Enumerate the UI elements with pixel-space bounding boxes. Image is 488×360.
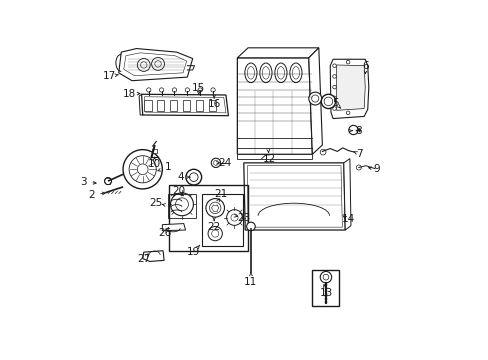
Circle shape bbox=[151, 58, 164, 70]
Text: 7: 7 bbox=[355, 149, 362, 159]
Circle shape bbox=[185, 169, 201, 185]
Text: 18: 18 bbox=[122, 89, 136, 99]
Circle shape bbox=[137, 59, 150, 71]
Bar bbox=[144, 100, 151, 111]
Text: 12: 12 bbox=[263, 154, 276, 163]
Circle shape bbox=[172, 88, 176, 92]
Polygon shape bbox=[244, 163, 345, 230]
Bar bbox=[168, 194, 195, 218]
Text: 23: 23 bbox=[237, 212, 250, 222]
Bar bbox=[169, 185, 247, 251]
Circle shape bbox=[332, 85, 336, 89]
Circle shape bbox=[159, 88, 163, 92]
Text: 14: 14 bbox=[341, 214, 354, 224]
Text: 22: 22 bbox=[207, 222, 220, 232]
Text: 11: 11 bbox=[244, 277, 257, 287]
Bar bbox=[196, 100, 203, 111]
Circle shape bbox=[346, 60, 349, 64]
Text: 13: 13 bbox=[319, 288, 332, 297]
Bar bbox=[170, 100, 177, 111]
Ellipse shape bbox=[244, 63, 257, 83]
Circle shape bbox=[210, 88, 215, 92]
Circle shape bbox=[332, 64, 336, 67]
Circle shape bbox=[137, 164, 148, 175]
Circle shape bbox=[123, 150, 162, 189]
Polygon shape bbox=[142, 251, 164, 261]
Circle shape bbox=[211, 158, 220, 167]
Bar bbox=[312, 270, 339, 306]
Ellipse shape bbox=[274, 63, 286, 83]
Text: 9: 9 bbox=[373, 164, 379, 174]
Circle shape bbox=[332, 96, 336, 100]
Ellipse shape bbox=[259, 63, 271, 83]
Text: 25: 25 bbox=[149, 198, 162, 208]
Polygon shape bbox=[237, 48, 318, 58]
Circle shape bbox=[332, 107, 336, 111]
Polygon shape bbox=[343, 158, 350, 230]
Circle shape bbox=[320, 149, 325, 155]
Text: 26: 26 bbox=[158, 228, 171, 238]
Polygon shape bbox=[237, 154, 312, 158]
Polygon shape bbox=[329, 59, 368, 118]
Circle shape bbox=[226, 210, 242, 225]
Circle shape bbox=[205, 199, 224, 217]
Text: 17: 17 bbox=[102, 71, 116, 81]
Text: 3: 3 bbox=[80, 177, 87, 187]
Polygon shape bbox=[119, 49, 192, 81]
Circle shape bbox=[356, 165, 361, 170]
Circle shape bbox=[104, 177, 111, 185]
Text: 24: 24 bbox=[218, 158, 231, 168]
Circle shape bbox=[185, 88, 189, 92]
Circle shape bbox=[170, 193, 193, 216]
Circle shape bbox=[175, 198, 188, 211]
Text: 1: 1 bbox=[164, 162, 171, 172]
Circle shape bbox=[348, 125, 357, 135]
Polygon shape bbox=[237, 58, 312, 154]
Circle shape bbox=[308, 92, 321, 105]
Circle shape bbox=[198, 88, 202, 92]
Ellipse shape bbox=[289, 63, 302, 83]
Bar bbox=[157, 100, 164, 111]
Circle shape bbox=[129, 156, 156, 183]
Text: 4: 4 bbox=[177, 172, 184, 182]
Text: 21: 21 bbox=[214, 189, 227, 199]
Circle shape bbox=[155, 61, 161, 67]
Circle shape bbox=[246, 222, 255, 231]
Circle shape bbox=[332, 75, 336, 78]
Circle shape bbox=[346, 111, 349, 114]
Polygon shape bbox=[336, 65, 365, 111]
Circle shape bbox=[321, 94, 335, 109]
Polygon shape bbox=[142, 94, 228, 116]
Circle shape bbox=[207, 226, 222, 241]
Polygon shape bbox=[162, 224, 185, 231]
Text: 6: 6 bbox=[362, 61, 368, 71]
Text: 20: 20 bbox=[171, 186, 184, 197]
Text: 8: 8 bbox=[355, 126, 362, 136]
Text: 5: 5 bbox=[332, 98, 339, 108]
Text: 15: 15 bbox=[192, 83, 205, 93]
Polygon shape bbox=[308, 48, 322, 154]
Bar bbox=[202, 194, 243, 246]
Text: 10: 10 bbox=[147, 159, 161, 169]
Circle shape bbox=[140, 62, 147, 68]
Text: 27: 27 bbox=[137, 254, 150, 264]
Bar bbox=[208, 100, 216, 111]
Bar bbox=[183, 100, 190, 111]
Text: 2: 2 bbox=[88, 190, 95, 200]
Circle shape bbox=[320, 271, 331, 283]
Bar bbox=[151, 149, 157, 153]
Text: 16: 16 bbox=[207, 99, 220, 109]
Text: 19: 19 bbox=[187, 247, 200, 257]
Circle shape bbox=[146, 88, 151, 92]
